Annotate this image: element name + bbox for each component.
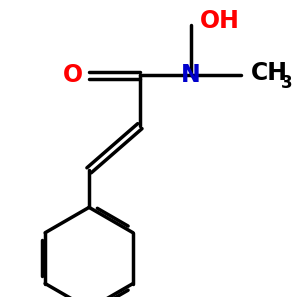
Text: OH: OH: [200, 8, 240, 32]
Text: CH: CH: [250, 61, 287, 85]
Text: 3: 3: [281, 74, 292, 92]
Text: N: N: [181, 63, 200, 87]
Text: O: O: [63, 63, 83, 87]
